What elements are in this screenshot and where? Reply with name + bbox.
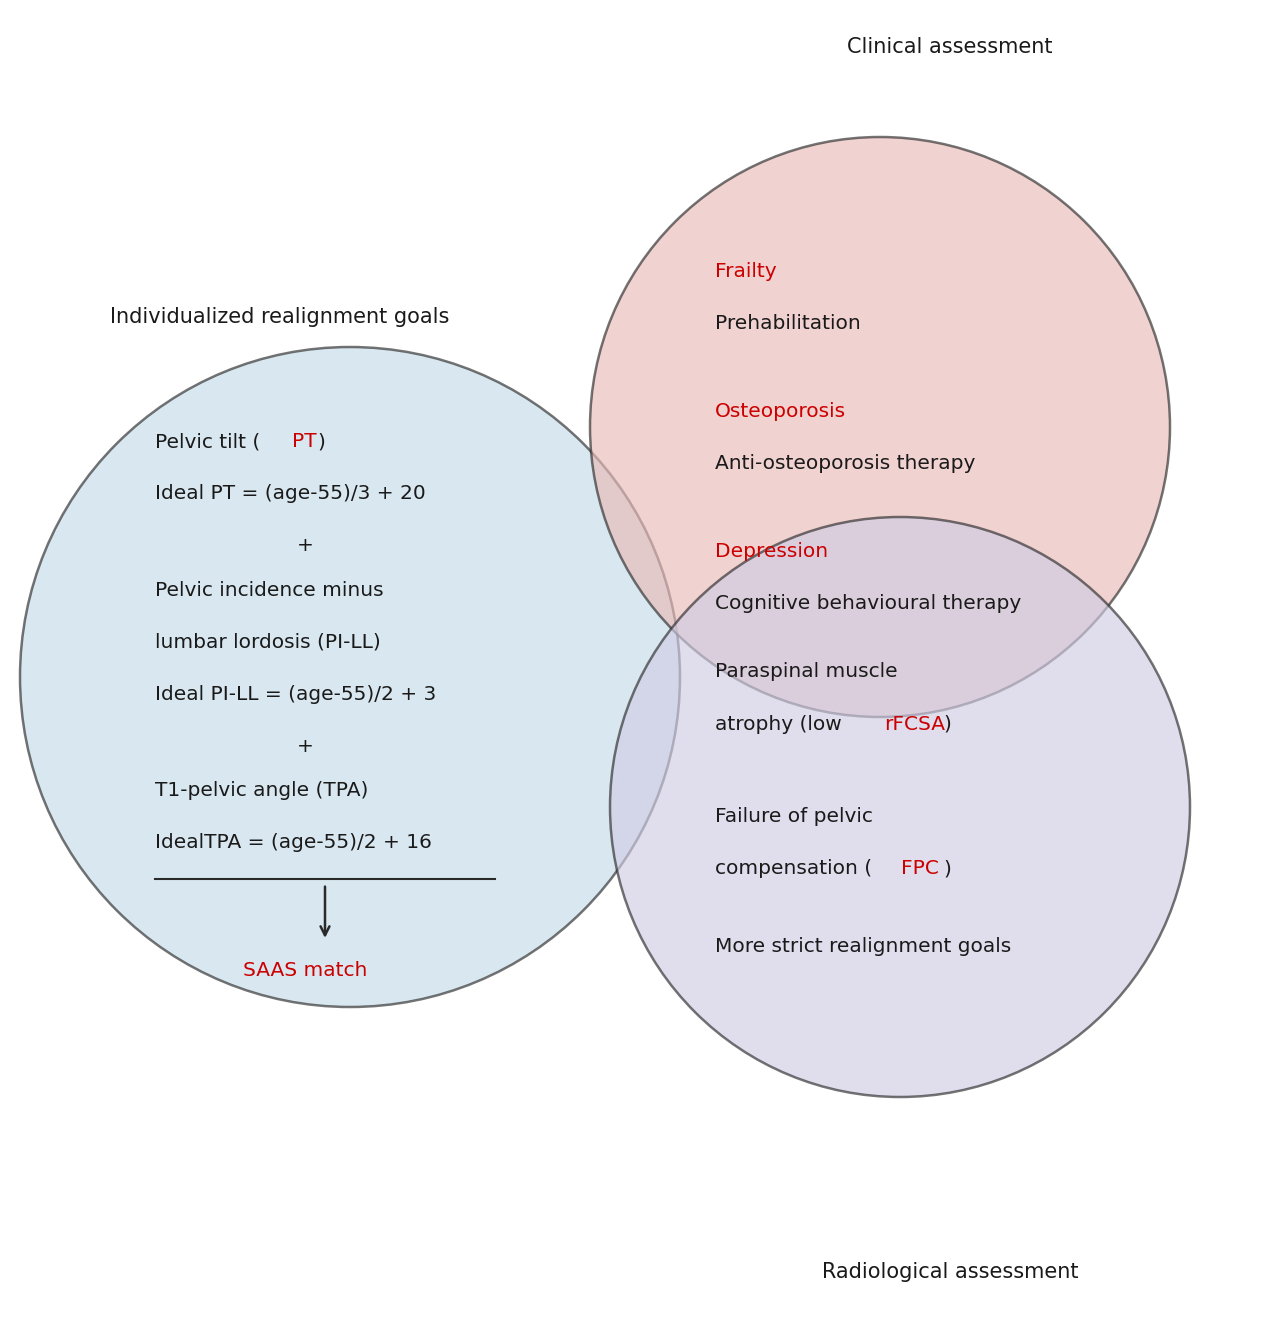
Text: rFCSA: rFCSA [883, 714, 945, 734]
Text: +: + [297, 536, 314, 556]
Text: ): ) [318, 433, 325, 451]
Text: Pelvic incidence minus: Pelvic incidence minus [156, 581, 383, 600]
Text: Radiological assessment: Radiological assessment [822, 1262, 1078, 1282]
Text: Prehabilitation: Prehabilitation [715, 314, 860, 333]
Text: Clinical assessment: Clinical assessment [847, 37, 1053, 57]
Text: T1-pelvic angle (TPA): T1-pelvic angle (TPA) [156, 780, 368, 800]
Text: Cognitive behavioural therapy: Cognitive behavioural therapy [715, 594, 1021, 613]
Text: Failure of pelvic: Failure of pelvic [715, 808, 873, 827]
Text: Anti-osteoporosis therapy: Anti-osteoporosis therapy [715, 455, 975, 474]
Text: lumbar lordosis (PI-LL): lumbar lordosis (PI-LL) [156, 633, 381, 652]
Text: Ideal PT = (age-55)/3 + 20: Ideal PT = (age-55)/3 + 20 [156, 484, 426, 503]
Text: More strict realignment goals: More strict realignment goals [715, 937, 1011, 957]
Text: Pelvic tilt (: Pelvic tilt ( [156, 433, 260, 451]
Text: Frailty: Frailty [715, 263, 777, 281]
Text: atrophy (low: atrophy (low [715, 714, 849, 734]
Text: Individualized realignment goals: Individualized realignment goals [111, 307, 450, 326]
Text: FPC: FPC [901, 860, 939, 878]
Circle shape [590, 137, 1170, 717]
Text: ): ) [943, 860, 950, 878]
Text: Paraspinal muscle: Paraspinal muscle [715, 662, 898, 682]
Text: ): ) [943, 714, 950, 734]
Text: Osteoporosis: Osteoporosis [715, 402, 846, 422]
Circle shape [610, 518, 1190, 1097]
Text: compensation (: compensation ( [715, 860, 872, 878]
Text: PT: PT [292, 433, 316, 451]
Text: +: + [297, 736, 314, 755]
Text: SAAS match: SAAS match [243, 961, 368, 981]
Text: Depression: Depression [715, 543, 828, 561]
Circle shape [21, 346, 680, 1007]
Text: Ideal PI-LL = (age-55)/2 + 3: Ideal PI-LL = (age-55)/2 + 3 [156, 685, 436, 703]
Text: IdealTPA = (age-55)/2 + 16: IdealTPA = (age-55)/2 + 16 [156, 833, 432, 852]
